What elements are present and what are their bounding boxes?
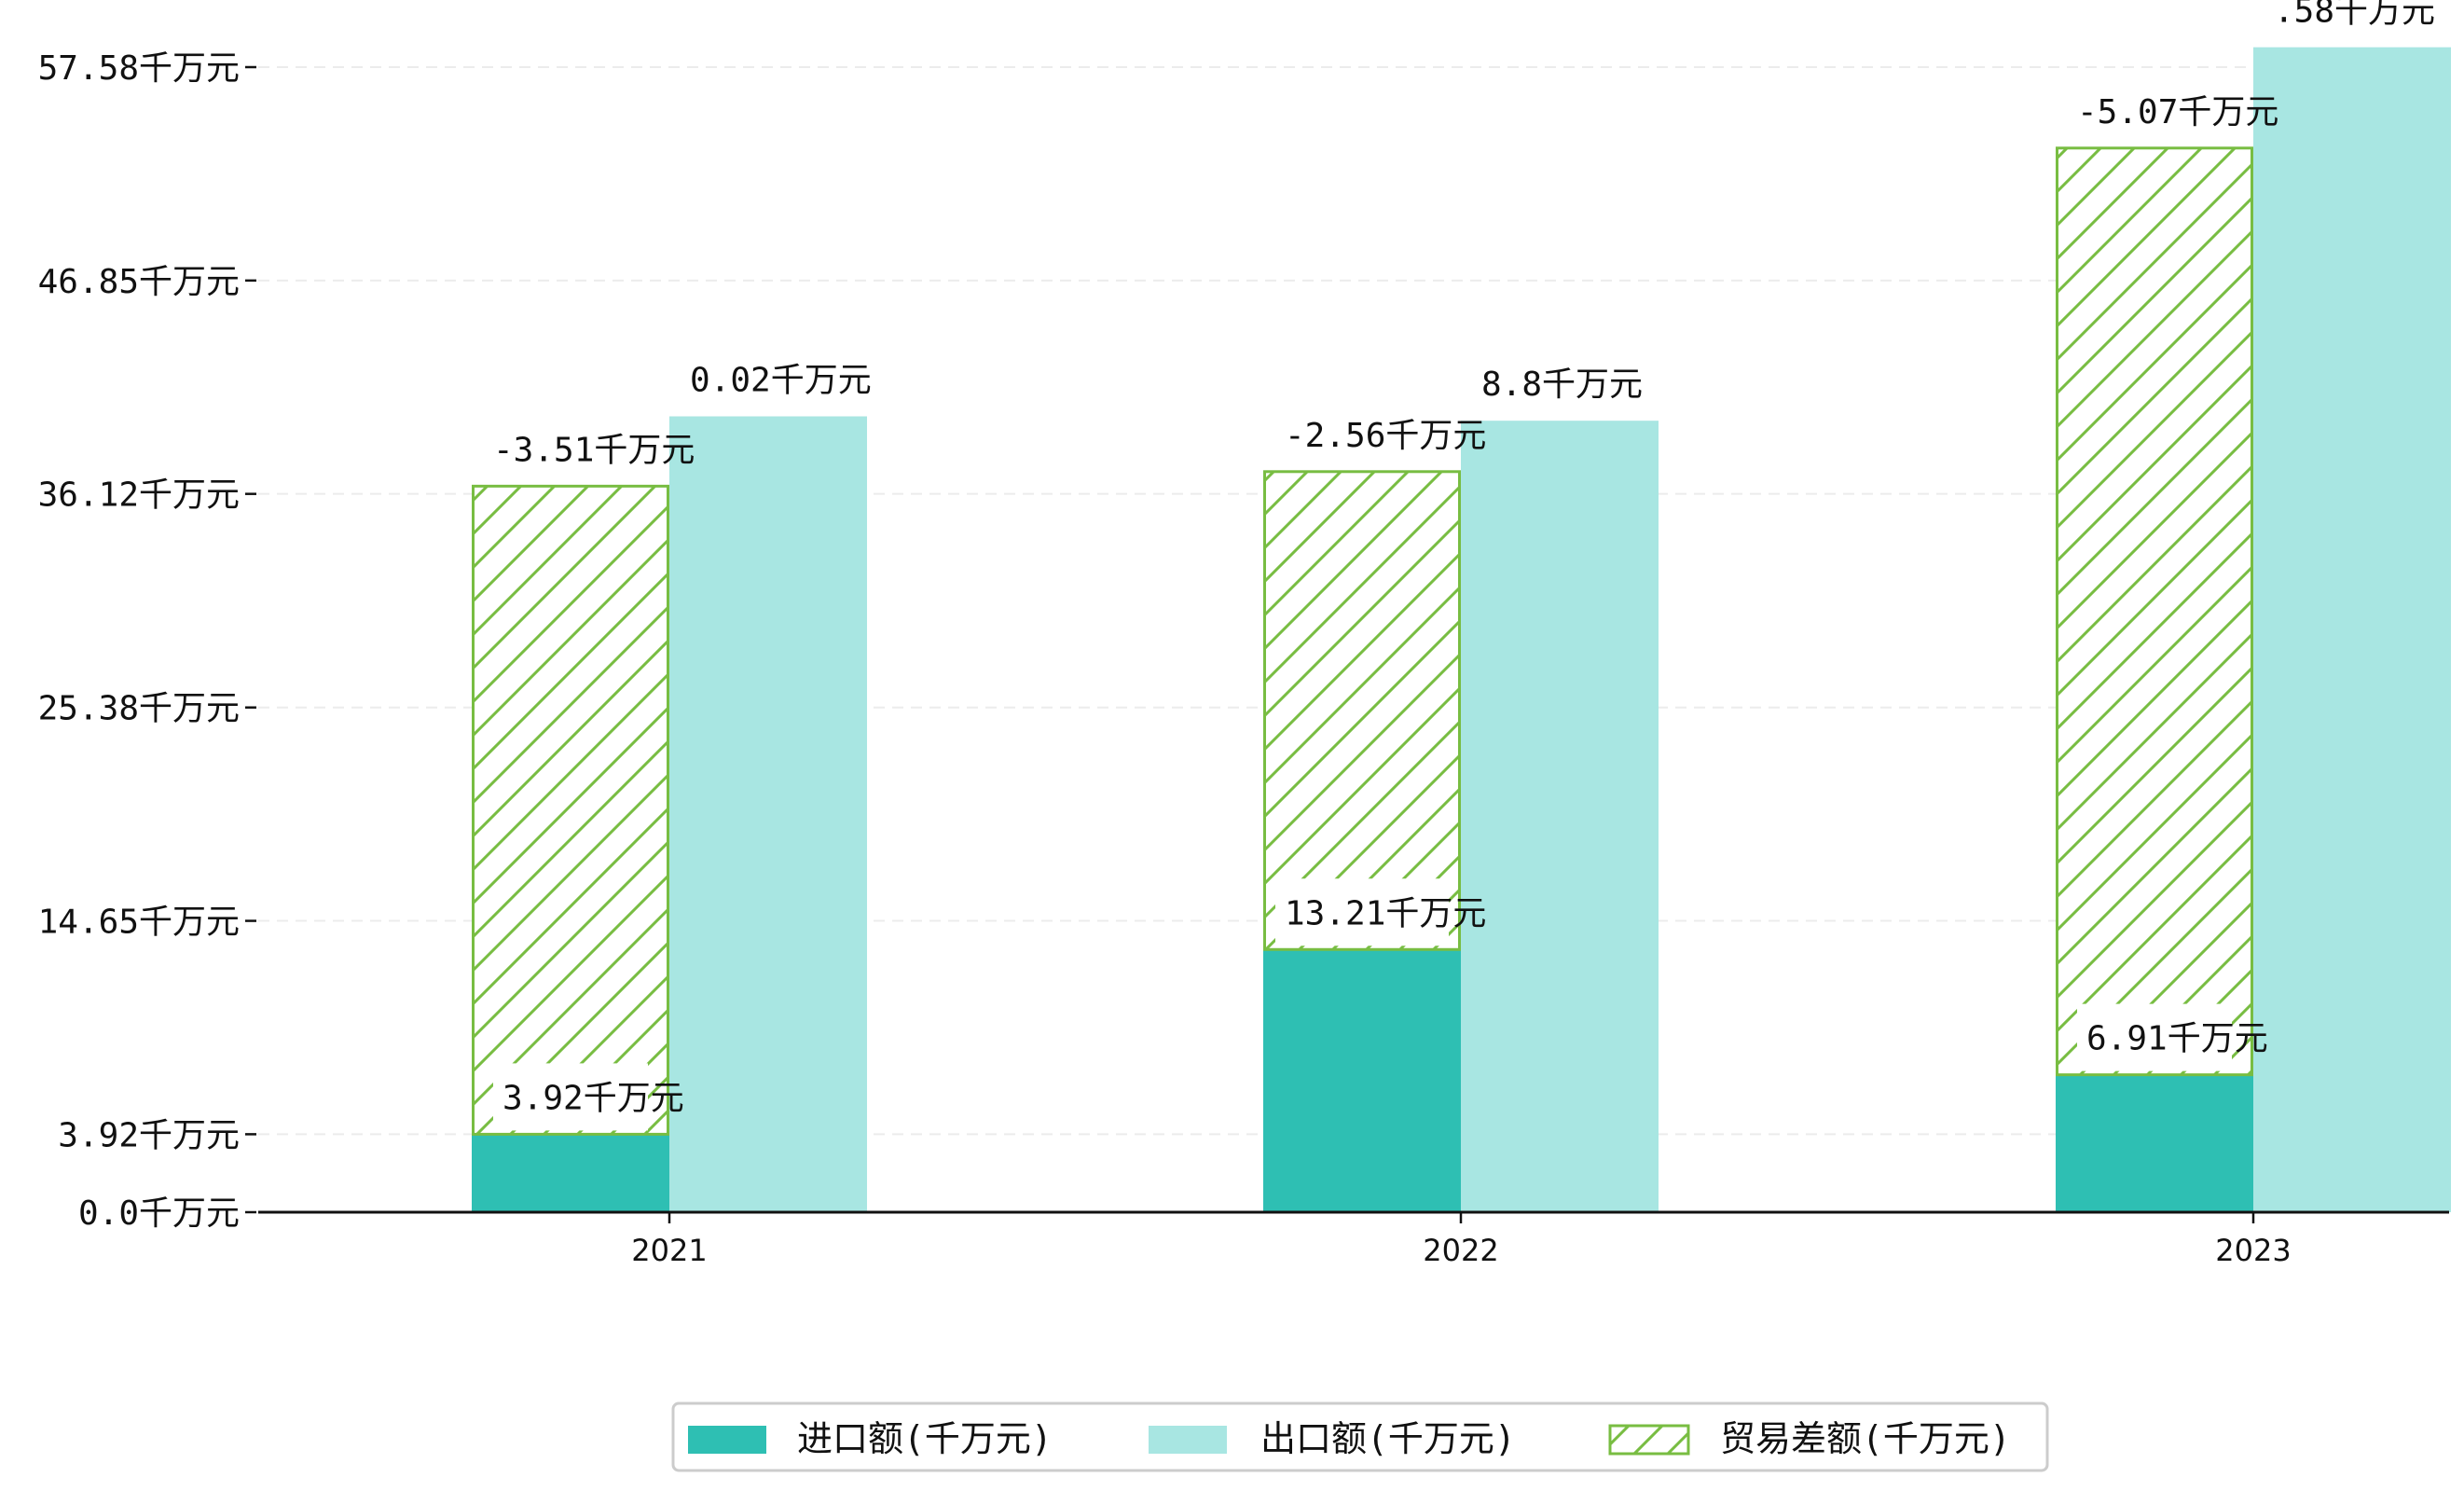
data-label: 8.8千万元 bbox=[1481, 366, 1643, 404]
y-tick-label: 14.65千万元 bbox=[38, 904, 240, 942]
data-label-box bbox=[681, 345, 835, 413]
legend-label: 出口额(千万元) bbox=[1260, 1418, 1516, 1459]
legend-label: 进口额(千万元) bbox=[797, 1418, 1053, 1459]
data-label-box bbox=[2077, 1003, 2232, 1071]
y-tick-label: 46.85千万元 bbox=[38, 263, 240, 301]
y-tick-label: 25.38千万元 bbox=[38, 690, 240, 728]
x-tick-label: 2023 bbox=[2215, 1233, 2291, 1268]
data-label: -3.51千万元 bbox=[493, 431, 695, 469]
legend-swatch bbox=[688, 1426, 766, 1454]
legend: 进口额(千万元) 出口额(千万元) 贸易差额(千万元) bbox=[671, 1401, 2049, 1472]
data-label-box bbox=[484, 415, 657, 483]
axes: 0.0千万元 3.92千万元 14.65千万元 25.38千万元 36.12千万元 46.… bbox=[38, 49, 2449, 1268]
y-tick-label: 36.12千万元 bbox=[38, 476, 240, 515]
y-tick-label: 3.92千万元 bbox=[58, 1116, 240, 1154]
export-bar bbox=[669, 416, 867, 1212]
data-labels: 3.92千万元 -3.51千万元 0.02千万元 13.21千万元 -2.56千万元 8.… bbox=[484, 0, 2435, 1131]
data-label: -5.07千万元 bbox=[2077, 93, 2278, 131]
data-label-box bbox=[1275, 878, 1449, 946]
y-tick-label: 0.0千万元 bbox=[78, 1194, 240, 1233]
data-label: -2.56千万元 bbox=[1285, 417, 1486, 455]
legend-box bbox=[671, 1401, 2049, 1472]
import-bar bbox=[472, 1134, 669, 1212]
data-label-box bbox=[2264, 0, 2401, 44]
export-bar bbox=[2253, 47, 2451, 1213]
data-label: 13.21千万元 bbox=[1285, 894, 1486, 932]
trade-balance-bar bbox=[472, 484, 669, 1136]
data-label-box bbox=[1275, 400, 1449, 468]
data-label: 6.91千万元 bbox=[2086, 1020, 2268, 1058]
data-label-box bbox=[2068, 76, 2241, 145]
data-label: .58千万元 bbox=[2274, 0, 2435, 31]
trade-balance-bar bbox=[2056, 146, 2253, 1077]
trade-balance-bar bbox=[1263, 470, 1461, 951]
bars bbox=[472, 47, 2451, 1213]
import-bar bbox=[2056, 1074, 2253, 1212]
legend-label: 贸易差额(千万元) bbox=[1720, 1418, 2011, 1459]
import-bar bbox=[1263, 949, 1461, 1212]
data-label-box bbox=[1472, 350, 1608, 418]
legend-swatch bbox=[1608, 1424, 1690, 1456]
export-bar bbox=[1461, 421, 1659, 1212]
x-tick-label: 2021 bbox=[631, 1233, 707, 1268]
data-label-box bbox=[493, 1063, 648, 1131]
data-label: 3.92千万元 bbox=[502, 1079, 684, 1117]
y-tick-label: 57.58千万元 bbox=[38, 49, 240, 88]
legend-swatch bbox=[1149, 1426, 1227, 1454]
data-label: 0.02千万元 bbox=[690, 361, 872, 399]
x-tick-label: 2022 bbox=[1423, 1233, 1498, 1268]
